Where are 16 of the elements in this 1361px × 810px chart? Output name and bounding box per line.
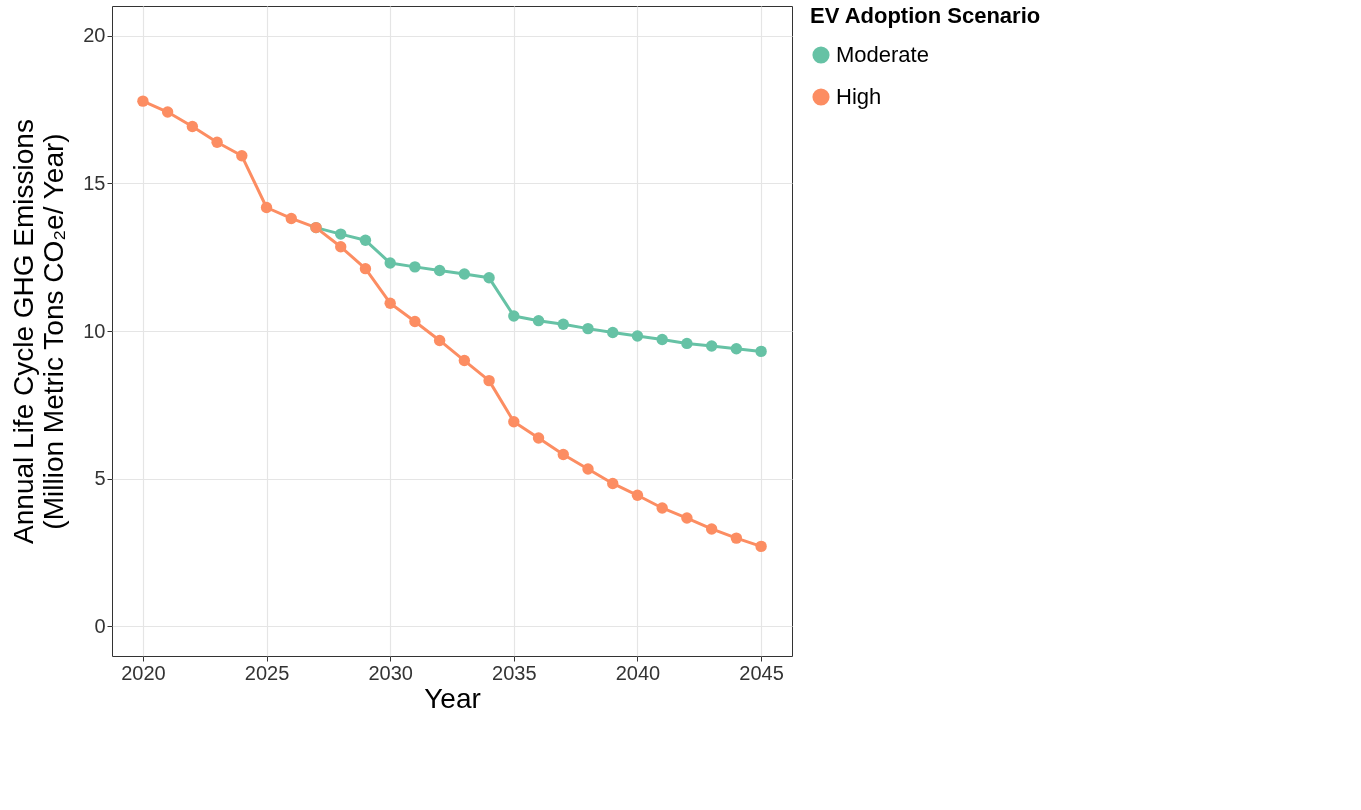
- y-tick-label: 0: [94, 614, 106, 637]
- x-tick-label: 2020: [121, 661, 166, 684]
- legend-label: High: [836, 84, 882, 109]
- y-tick-label: 20: [83, 24, 106, 47]
- x-tick-label: 2040: [615, 661, 661, 684]
- x-tick-label: 2025: [244, 661, 290, 684]
- x-tick-label: 2035: [492, 661, 537, 684]
- x-axis-title: Year: [424, 682, 481, 714]
- y-tick-label: 5: [94, 467, 106, 490]
- legend-label: Moderate: [836, 42, 929, 67]
- legend-title: EV Adoption Scenario: [810, 3, 1041, 28]
- y-tick-label: 10: [83, 319, 106, 342]
- y-tick-label: 15: [83, 171, 106, 194]
- x-tick-label: 2030: [368, 661, 413, 684]
- x-tick-label: 2045: [739, 661, 784, 684]
- y-axis-title: Annual Life Cycle GHG Emissions (Million Metric Tons CO₂e/ Year): [8, 119, 70, 544]
